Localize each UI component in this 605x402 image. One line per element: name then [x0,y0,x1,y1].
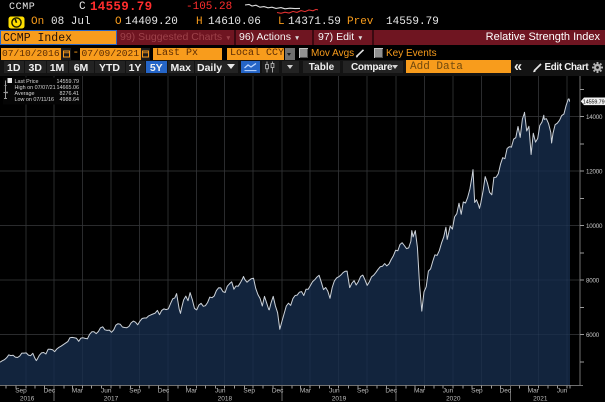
svg-text:Dec: Dec [500,388,512,395]
svg-text:8000: 8000 [586,277,600,284]
svg-text:Dec: Dec [272,388,284,395]
svg-text:Mar: Mar [300,388,312,395]
svg-text:14665.06: 14665.06 [57,85,79,91]
svg-text:High on 07/07/21: High on 07/07/21 [15,85,56,91]
svg-text:Jun: Jun [215,388,226,395]
svg-text:Mar: Mar [72,388,84,395]
svg-text:Sep: Sep [243,388,255,395]
svg-text:Last Price: Last Price [15,79,39,85]
svg-text:Low on 07/11/16: Low on 07/11/16 [15,97,54,103]
svg-text:Jun: Jun [443,388,454,395]
svg-text:12000: 12000 [586,168,603,175]
svg-text:14000: 14000 [586,114,603,121]
svg-text:8276.41: 8276.41 [60,91,80,97]
svg-text:Dec: Dec [158,388,170,395]
svg-text:Average: Average [15,91,35,97]
svg-text:2017: 2017 [104,396,119,402]
svg-text:2021: 2021 [533,396,548,402]
svg-text:Jun: Jun [557,388,568,395]
svg-text:Mar: Mar [528,388,540,395]
svg-text:4988.64: 4988.64 [60,97,80,103]
svg-text:2020: 2020 [446,396,461,402]
svg-text:Jun: Jun [101,388,112,395]
svg-text:10000: 10000 [586,223,603,230]
svg-text:6000: 6000 [586,332,600,339]
svg-text:Sep: Sep [15,388,27,395]
svg-text:Sep: Sep [357,388,369,395]
svg-text:Mar: Mar [186,388,198,395]
svg-text:14559.79: 14559.79 [57,79,79,85]
svg-text:14559.79: 14559.79 [583,99,605,105]
svg-text:Mar: Mar [414,388,426,395]
svg-text:Dec: Dec [385,388,397,395]
svg-text:2019: 2019 [332,396,347,402]
svg-text:2018: 2018 [218,396,233,402]
svg-text:Sep: Sep [471,388,483,395]
svg-text:Jun: Jun [329,388,340,395]
svg-text:2016: 2016 [20,396,35,402]
svg-text:Sep: Sep [129,388,141,395]
svg-text:Dec: Dec [44,388,56,395]
